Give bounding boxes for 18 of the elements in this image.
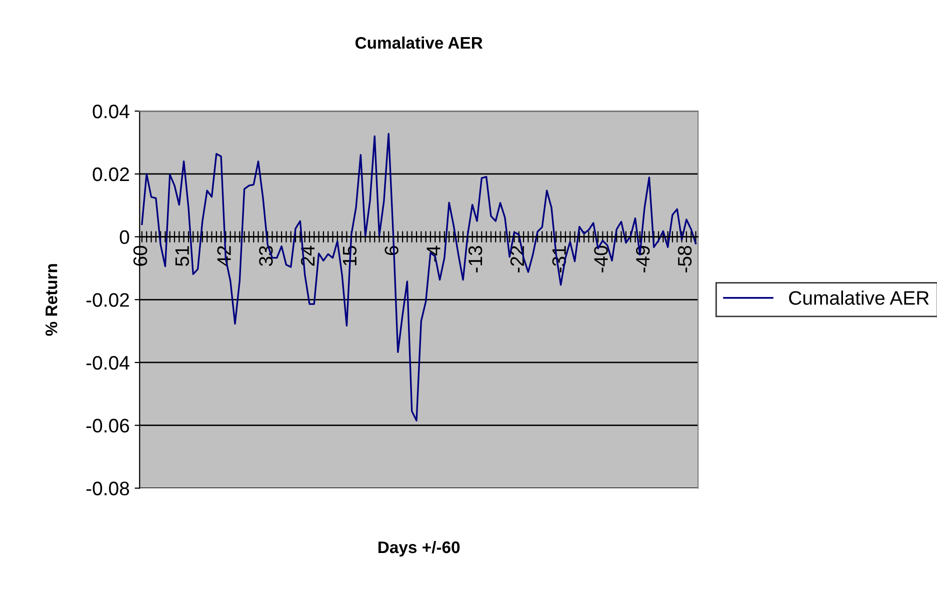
chart-title: Cumalative AER	[355, 36, 483, 49]
x-tick-label: 51	[175, 246, 190, 266]
y-tick-label: 0.04	[92, 104, 130, 118]
x-tick-label: -40	[594, 246, 608, 272]
x-tick-label: 60	[133, 246, 148, 266]
y-tick-label: -0.02	[86, 293, 129, 307]
x-tick-label: -4	[426, 246, 440, 262]
y-tick-label: 0	[120, 230, 130, 244]
y-tick-label: -0.06	[86, 418, 130, 433]
x-tick-label: -58	[678, 246, 692, 272]
x-tick-label: -13	[468, 246, 482, 272]
y-tick-label: 0.02	[92, 167, 129, 182]
y-tick-label: -0.08	[86, 482, 130, 496]
x-tick-label: 33	[259, 246, 273, 266]
y-tick-label: -0.04	[86, 356, 130, 370]
y-axis-title: % Return	[46, 264, 58, 336]
legend-label: Cumalative AER	[789, 290, 929, 305]
x-axis-title: Days +/-60	[378, 540, 460, 556]
